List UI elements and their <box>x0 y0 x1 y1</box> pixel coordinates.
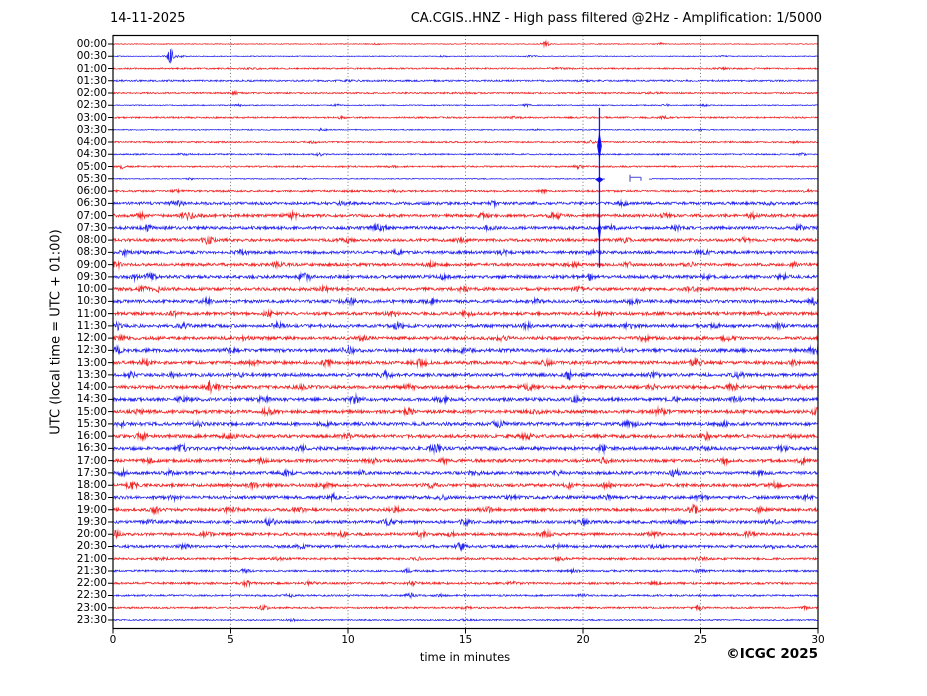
time-label-15-30: 15:30 <box>76 417 107 430</box>
time-label-04-30: 04:30 <box>76 148 107 161</box>
time-label-23-00: 23:00 <box>76 601 107 614</box>
time-label-06-30: 06:30 <box>76 197 107 210</box>
time-label-21-30: 21:30 <box>76 564 107 577</box>
time-label-19-00: 19:00 <box>76 503 107 516</box>
time-label-00-00: 00:00 <box>76 38 107 50</box>
minute-label-0: 0 <box>109 634 117 646</box>
minute-label-10: 10 <box>341 634 355 646</box>
copyright: ©ICGC 2025 <box>726 646 818 662</box>
time-label-05-00: 05:00 <box>76 160 107 173</box>
title-date: 14-11-2025 <box>110 11 186 26</box>
time-label-06-00: 06:00 <box>76 185 107 198</box>
time-label-02-30: 02:30 <box>76 99 107 112</box>
time-label-16-00: 16:00 <box>76 430 107 443</box>
time-label-21-00: 21:00 <box>76 552 107 565</box>
time-label-12-00: 12:00 <box>76 332 107 345</box>
minute-label-5: 5 <box>227 634 234 646</box>
time-label-19-30: 19:30 <box>76 515 107 528</box>
minute-label-15: 15 <box>458 634 473 646</box>
time-label-02-00: 02:00 <box>76 87 107 100</box>
time-label-18-30: 18:30 <box>76 491 107 504</box>
time-label-20-00: 20:00 <box>76 528 107 541</box>
time-label-10-30: 10:30 <box>76 295 107 308</box>
time-label-10-00: 10:00 <box>76 283 107 296</box>
title-station: CA.CGIS..HNZ - High pass filtered @2Hz -… <box>410 11 822 26</box>
time-label-16-30: 16:30 <box>76 442 107 455</box>
time-label-08-00: 08:00 <box>76 234 107 247</box>
time-label-18-00: 18:00 <box>76 479 107 492</box>
time-label-07-00: 07:00 <box>76 209 107 222</box>
minute-label-30: 30 <box>811 634 825 646</box>
time-label-17-30: 17:30 <box>76 466 107 479</box>
time-label-11-00: 11:00 <box>76 307 107 320</box>
time-label-09-30: 09:30 <box>76 270 107 283</box>
time-label-07-30: 07:30 <box>76 221 107 234</box>
time-label-23-30: 23:30 <box>76 614 107 626</box>
time-label-01-00: 01:00 <box>76 62 107 75</box>
time-label-17-00: 17:00 <box>76 454 107 467</box>
time-label-20-30: 20:30 <box>76 540 107 553</box>
time-label-15-00: 15:00 <box>76 405 107 418</box>
time-label-03-00: 03:00 <box>76 111 107 124</box>
minute-label-25: 25 <box>693 634 708 646</box>
time-label-13-00: 13:00 <box>76 356 107 369</box>
time-label-13-30: 13:30 <box>76 368 107 381</box>
time-label-22-00: 22:00 <box>76 577 107 590</box>
time-label-11-30: 11:30 <box>76 319 107 332</box>
time-label-01-30: 01:30 <box>76 74 107 87</box>
x-axis-label: time in minutes <box>419 650 511 664</box>
time-label-14-30: 14:30 <box>76 393 107 406</box>
time-label-09-00: 09:00 <box>76 258 107 271</box>
time-label-00-30: 00:30 <box>76 50 107 63</box>
time-label-12-30: 12:30 <box>76 344 107 357</box>
time-label-05-30: 05:30 <box>76 172 107 185</box>
time-label-22-30: 22:30 <box>76 589 107 602</box>
time-label-04-00: 04:00 <box>76 136 107 149</box>
minute-label-20: 20 <box>576 634 590 646</box>
time-label-08-30: 08:30 <box>76 246 107 259</box>
time-label-14-00: 14:00 <box>76 381 107 394</box>
time-label-03-30: 03:30 <box>76 123 107 136</box>
